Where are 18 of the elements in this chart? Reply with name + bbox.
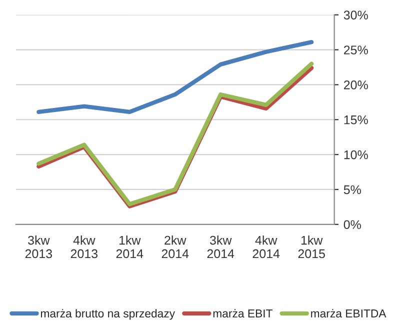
x-tick-label: 4kw 2014 [252,236,280,258]
x-tick-label: 2kw 2014 [162,236,189,258]
y-tick-label: 5% [344,185,361,194]
y-tick-label: 20% [344,80,368,90]
y-tick-label: 15% [344,115,368,124]
legend-label: marża EBITDA [311,309,386,318]
line-series [36,40,314,114]
legend-label: marża brutto na sprzedazy [40,309,176,320]
y-tick-label: 30% [344,10,368,20]
x-tick-label: 1kw 2015 [298,236,325,258]
legend-label: marża EBIT [213,309,272,318]
x-tick-label: 3kw 2014 [207,236,234,258]
y-tick-label: 10% [344,150,368,160]
y-tick-label: 25% [344,46,368,54]
x-tick-label: 1kw 2014 [116,236,144,258]
x-tick-label: 3kw 2013 [25,236,52,258]
x-tick-label: 4kw 2013 [70,236,98,258]
y-tick-label: 0% [344,220,361,230]
